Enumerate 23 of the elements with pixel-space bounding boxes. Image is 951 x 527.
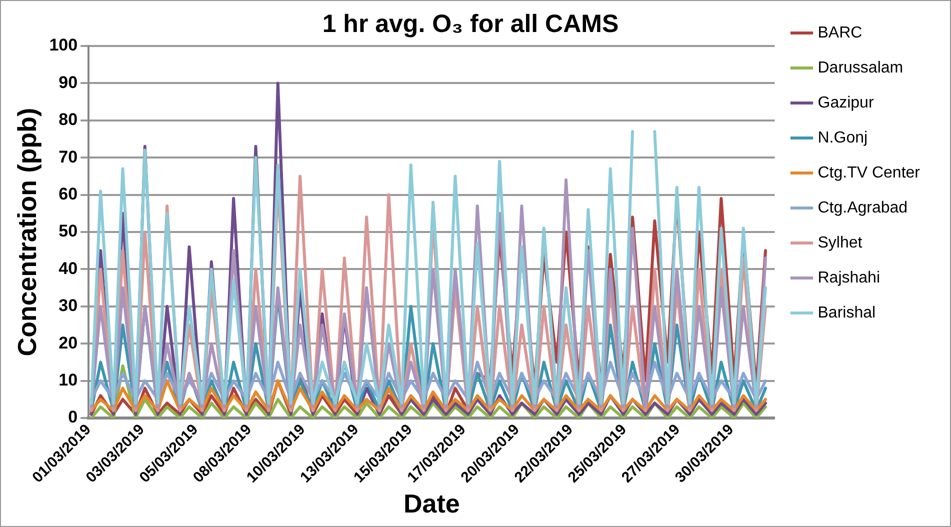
y-tick-label: 20 [58,333,78,352]
legend-label: Sylhet [818,234,863,252]
y-tick-label: 0 [68,408,78,427]
y-tick-label: 70 [58,147,78,166]
legend-label: Gazipur [818,94,874,112]
legend-label: Ctg.TV Center [818,164,921,182]
legend-label: N.Gonj [818,129,868,146]
legend-label: Rajshahi [818,269,880,286]
y-tick-label: 50 [58,222,78,241]
y-tick-label: 60 [58,184,78,204]
y-tick-label: 40 [58,258,78,278]
chart-title: 1 hr avg. O₃ for all CAMS [322,10,619,38]
legend-label: Barishal [818,304,876,322]
y-tick-label: 90 [58,72,78,92]
y-axis-title: Concentration (ppb) [12,108,42,356]
x-axis-title: Date [403,488,460,519]
legend-label: Darussalam [818,59,904,76]
legend-label: Ctg.Agrabad [818,199,908,216]
y-tick-label: 10 [58,370,78,390]
legend-label: BARC [818,24,862,42]
y-tick-label: 80 [58,110,78,130]
y-tick-label: 30 [58,296,78,316]
y-tick-label: 100 [49,36,78,55]
